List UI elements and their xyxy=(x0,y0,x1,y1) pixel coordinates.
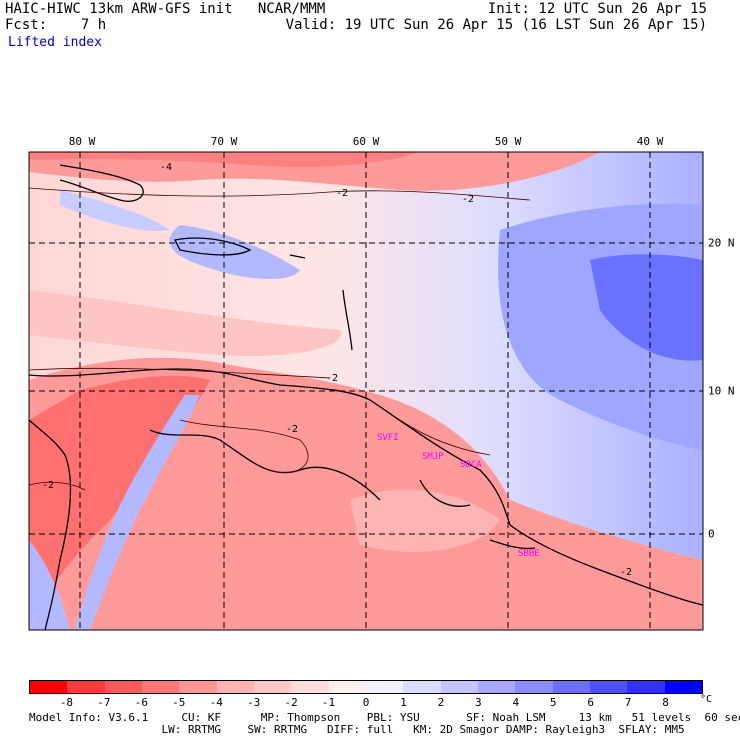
colorbar-tick-label: 7 xyxy=(624,696,632,709)
colorbar-tick-label: -8 xyxy=(59,696,74,709)
colorbar-tick-label: 1 xyxy=(400,696,407,709)
colorbar-swatch xyxy=(179,681,217,693)
lon-label: 60 W xyxy=(352,135,380,148)
colorbar-swatch xyxy=(365,681,404,693)
lat-label: 20 N xyxy=(708,236,735,250)
lon-label: 40 W xyxy=(636,135,664,148)
colorbar-swatch xyxy=(253,681,292,693)
contour-label: -2 xyxy=(286,424,298,435)
colorbar-tick-label: -7 xyxy=(97,696,111,709)
colorbar-tick-label: 3 xyxy=(475,696,482,709)
field-name: Lifted index xyxy=(8,35,102,50)
contour-label: -2 xyxy=(42,480,54,491)
colorbar-swatch xyxy=(515,681,553,693)
colorbar-tick-label: -1 xyxy=(321,696,336,709)
colorbar-tick-label: -2 xyxy=(284,696,298,709)
colorbar-swatch xyxy=(403,681,441,693)
colorbar-swatch xyxy=(104,681,142,693)
colorbar-swatch xyxy=(216,681,254,693)
colorbar-swatch xyxy=(552,681,590,693)
colorbar-swatch xyxy=(627,681,665,693)
colorbar-tick-label: 4 xyxy=(512,696,520,709)
contour-label: -2 xyxy=(336,188,348,199)
colorbar-swatch xyxy=(291,681,329,693)
colorbar-tick-label: 8 xyxy=(662,696,669,709)
forecast-hour: Fcst: 7 h xyxy=(5,17,107,33)
model-title: HAIC-HIWC 13km ARW-GFS init NCAR/MMM xyxy=(5,1,326,17)
colorbar-tick-label: -5 xyxy=(172,696,186,709)
lat-label: 10 N xyxy=(708,384,735,398)
colorbar-swatch xyxy=(440,681,478,693)
contour-label: -2 xyxy=(620,567,632,578)
colorbar-tick-label: 5 xyxy=(549,696,557,709)
colorbar-tick-label: -6 xyxy=(134,696,148,709)
coastlines xyxy=(28,164,704,631)
colorbar-tick-label: 0 xyxy=(362,696,370,709)
colorbar xyxy=(29,680,703,694)
colorbar-tick-label: -3 xyxy=(247,696,261,709)
station-label: SVFI xyxy=(377,433,399,443)
station-label: SMJP xyxy=(422,452,444,462)
lat-label: 0 xyxy=(708,527,715,541)
colorbar-unit: °C xyxy=(700,694,713,705)
contour-label: -2 xyxy=(326,373,338,384)
map-frame xyxy=(28,151,704,631)
station-label: SBBE xyxy=(518,549,540,559)
colorbar-tick-label: 2 xyxy=(437,696,445,709)
station-label: SOCA xyxy=(460,460,482,470)
init-time: Init: 12 UTC Sun 26 Apr 15 xyxy=(487,1,707,17)
colorbar-swatch xyxy=(328,681,366,693)
li-contours xyxy=(28,187,531,491)
contour-label: -4 xyxy=(160,162,172,173)
lon-label: 70 W xyxy=(210,135,238,148)
valid-time: Valid: 19 UTC Sun 26 Apr 15 (16 LST Sun … xyxy=(285,17,707,33)
colorbar-swatch xyxy=(589,681,628,693)
colorbar-tick-label: -4 xyxy=(209,696,223,709)
lon-label: 50 W xyxy=(494,135,522,148)
colorbar-swatch xyxy=(30,681,68,693)
colorbar-swatch xyxy=(664,681,702,693)
model-info-line2: LW: RRTMG SW: RRTMG DIFF: full KM: 2D Sm… xyxy=(29,723,685,736)
colorbar-swatch xyxy=(67,681,105,693)
graticule xyxy=(29,152,703,630)
contour-label: -2 xyxy=(462,194,474,205)
lon-label: 80 W xyxy=(68,135,96,148)
colorbar-swatch xyxy=(477,681,516,693)
colorbar-swatch xyxy=(141,681,180,693)
colorbar-tick-label: 6 xyxy=(587,696,594,709)
model-info-line1: Model Info: V3.6.1 CU: KF MP: Thompson P… xyxy=(29,711,740,724)
